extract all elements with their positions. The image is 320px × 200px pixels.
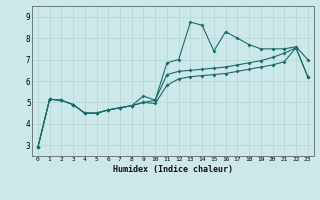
X-axis label: Humidex (Indice chaleur): Humidex (Indice chaleur) [113,165,233,174]
